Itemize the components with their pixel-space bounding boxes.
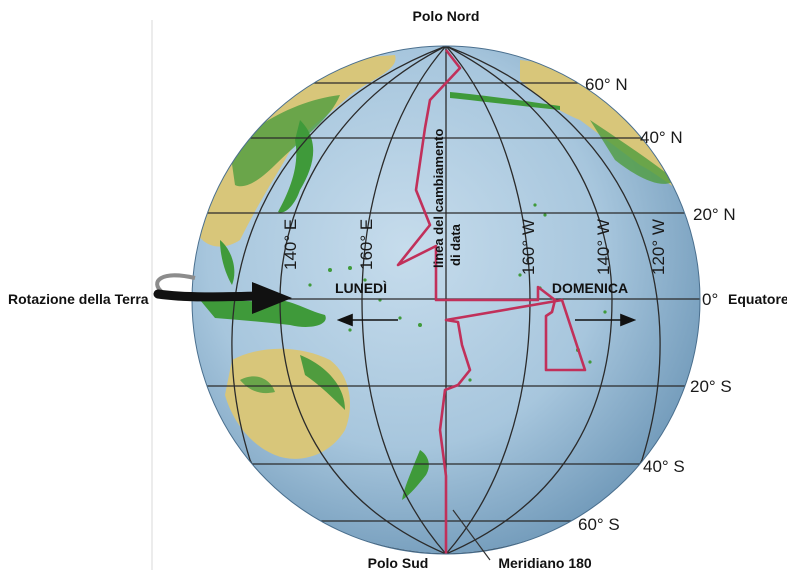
international-date-line [396,49,587,554]
meridian-140w [445,46,613,554]
land-north-america [520,60,700,200]
label-140e: 140° E [281,219,300,270]
label-140w: 140° W [594,219,613,275]
label-equator-deg: 0° [702,290,718,309]
sunday-label: DOMENICA [552,280,628,296]
date-line-caption-1: linea del cambiamento [431,129,446,268]
meridian-160e [361,46,447,554]
label-60s: 60° S [578,515,620,534]
equator-label: Equatore [728,291,787,307]
north-pole-label: Polo Nord [413,8,480,24]
rotation-label: Rotazione della Terra [8,291,149,307]
label-20n: 20° N [693,205,736,224]
monday-label: LUNEDÌ [335,280,387,296]
label-60n: 60° N [585,75,628,94]
landmass-group [192,55,700,500]
date-line-caption-2: di data [448,223,463,266]
label-40n: 40° N [640,128,683,147]
land-new-zealand [402,450,429,500]
meridian-180-label: Meridiano 180 [498,555,592,571]
meridian-leader [452,509,491,561]
land-japan [278,120,314,213]
label-40s: 40° S [643,457,685,476]
rotation-arrow [153,273,292,314]
label-160e: 160° E [357,219,376,270]
label-120w: 120° W [649,219,668,275]
south-pole-label: Polo Sud [368,555,429,571]
label-20s: 20° S [690,377,732,396]
label-160w: 160° W [519,219,538,275]
land-indonesia [200,298,326,327]
